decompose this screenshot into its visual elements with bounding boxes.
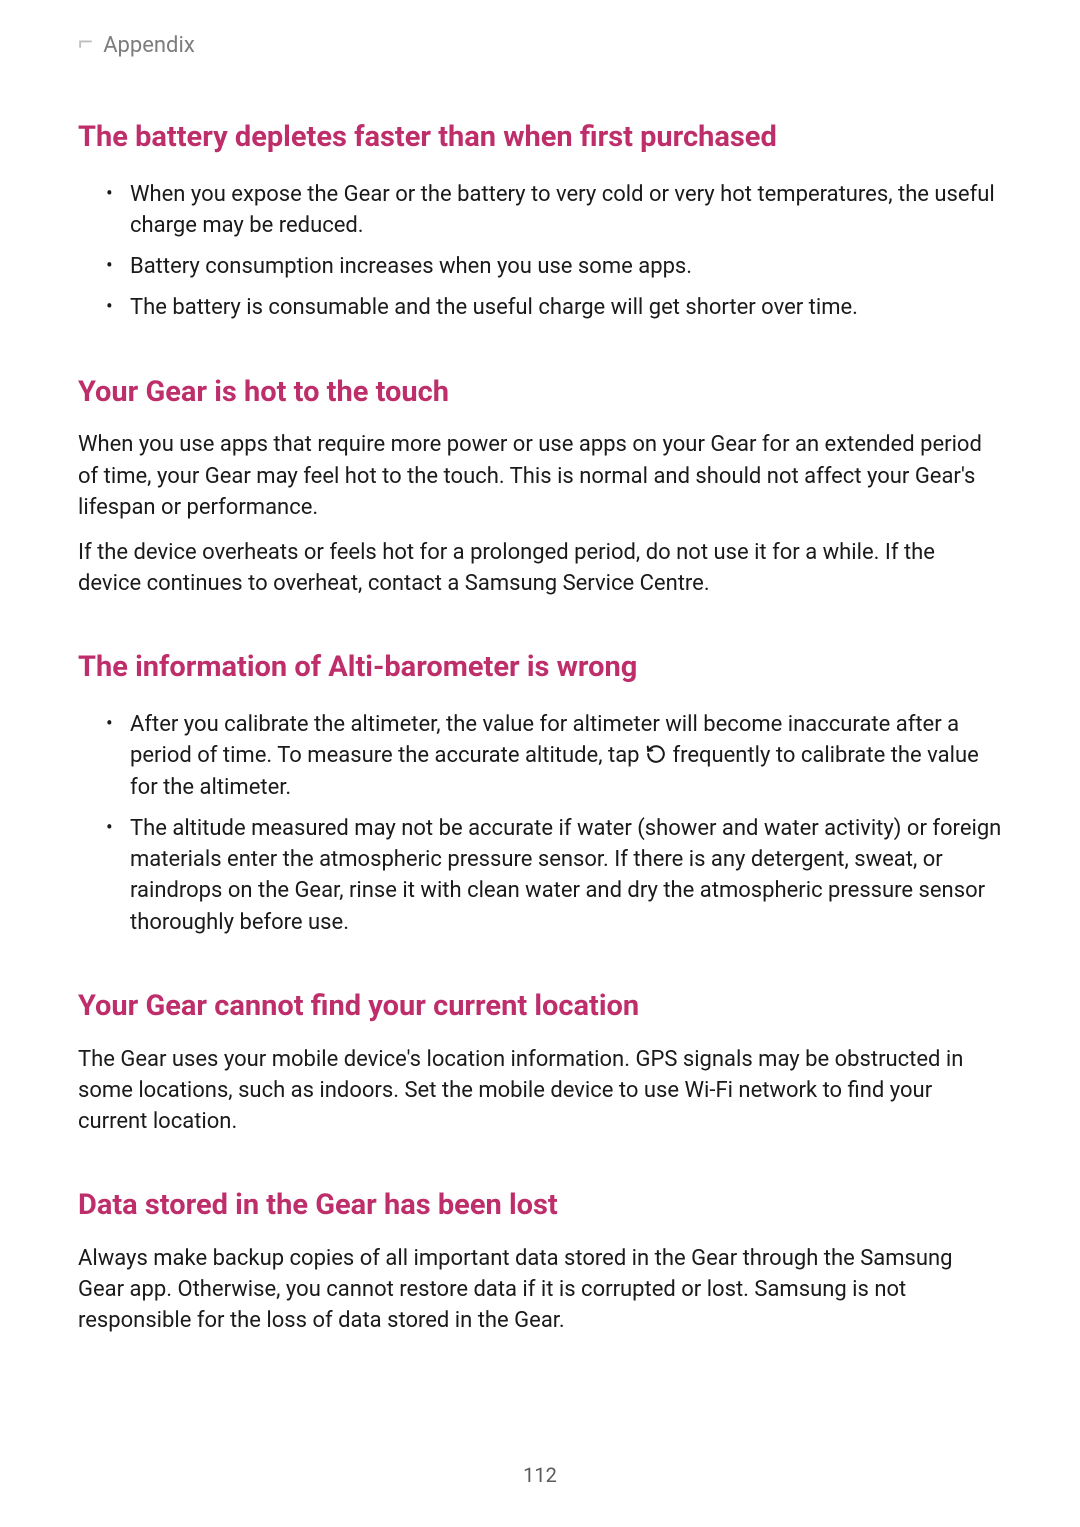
section-battery-depletes: The battery depletes faster than when fi… [78, 119, 1002, 324]
refresh-icon [645, 743, 667, 765]
header-corner-mark: ⌐ [78, 26, 93, 57]
list-item: The altitude measured may not be accurat… [106, 813, 1002, 938]
bullet-list: When you expose the Gear or the battery … [78, 179, 1002, 324]
section-alti-barometer: The information of Alti-barometer is wro… [78, 649, 1002, 937]
section-gear-hot: Your Gear is hot to the touch When you u… [78, 374, 1002, 600]
heading-data-lost: Data stored in the Gear has been lost [78, 1187, 1002, 1225]
bullet-list: After you calibrate the altimeter, the v… [78, 709, 1002, 938]
page-header: ⌐ Appendix [78, 30, 1002, 61]
heading-location: Your Gear cannot find your current locat… [78, 988, 1002, 1026]
section-data-lost: Data stored in the Gear has been lost Al… [78, 1187, 1002, 1336]
paragraph: The Gear uses your mobile device's locat… [78, 1044, 1002, 1138]
page-number: 112 [0, 1463, 1080, 1487]
list-item: After you calibrate the altimeter, the v… [106, 709, 1002, 803]
document-page: ⌐ Appendix The battery depletes faster t… [0, 0, 1080, 1527]
list-item: Battery consumption increases when you u… [106, 251, 1002, 282]
list-item: When you expose the Gear or the battery … [106, 179, 1002, 241]
header-section-label: Appendix [103, 33, 195, 58]
list-item: The battery is consumable and the useful… [106, 292, 1002, 323]
paragraph: If the device overheats or feels hot for… [78, 537, 1002, 599]
section-location: Your Gear cannot find your current locat… [78, 988, 1002, 1137]
heading-battery-depletes: The battery depletes faster than when fi… [78, 119, 1002, 157]
heading-gear-hot: Your Gear is hot to the touch [78, 374, 1002, 412]
paragraph: When you use apps that require more powe… [78, 429, 1002, 523]
heading-alti-barometer: The information of Alti-barometer is wro… [78, 649, 1002, 687]
paragraph: Always make backup copies of all importa… [78, 1243, 1002, 1337]
